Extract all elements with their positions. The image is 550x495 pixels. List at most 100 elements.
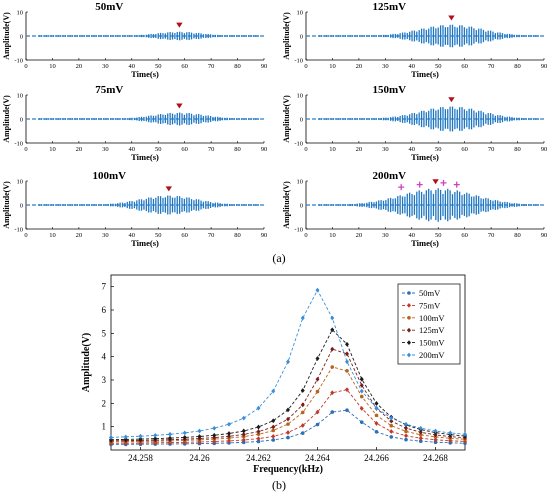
data-point xyxy=(418,435,423,441)
y-tick-label: -10 xyxy=(14,140,23,147)
data-point xyxy=(315,422,320,427)
data-point xyxy=(300,431,305,435)
data-point xyxy=(404,429,408,434)
data-point xyxy=(359,394,364,399)
data-point xyxy=(404,421,408,427)
data-point xyxy=(315,376,320,382)
y-tick-label: 0 xyxy=(300,116,303,123)
x-tick-label: 90 xyxy=(261,63,268,70)
y-axis-label: Amplitude(V) xyxy=(282,95,291,143)
data-point xyxy=(463,431,467,437)
x-tick-label: 10 xyxy=(329,146,336,153)
data-point xyxy=(241,428,246,434)
y-tick-label: -10 xyxy=(14,57,23,64)
x-tick-label: 60 xyxy=(461,63,468,70)
data-point xyxy=(330,315,335,321)
data-point xyxy=(300,388,305,393)
data-point xyxy=(300,402,305,408)
x-axis-label: Frequency(kHz) xyxy=(253,464,323,475)
y-tick-label: -10 xyxy=(294,57,303,64)
x-tick-label: 90 xyxy=(541,232,548,239)
data-point xyxy=(433,440,438,444)
x-axis-label: Time(s) xyxy=(131,238,159,248)
x-tick-label: 40 xyxy=(129,232,136,239)
x-tick-label: 90 xyxy=(261,232,268,239)
x-tick-label: 40 xyxy=(409,232,416,239)
data-point xyxy=(404,433,408,439)
data-point xyxy=(374,401,379,406)
y-axis-label: Amplitude(V) xyxy=(81,333,92,392)
data-point xyxy=(315,409,320,415)
data-point xyxy=(227,438,231,444)
x-tick-label: 30 xyxy=(382,232,389,239)
plot-title: 75mV xyxy=(95,84,123,96)
x-tick-label: 80 xyxy=(514,146,521,153)
x-tick-label: 24.258 xyxy=(128,453,153,463)
legend-label: 75mV xyxy=(419,300,441,310)
x-axis-label: Time(s) xyxy=(411,152,439,162)
legend-swatch-marker xyxy=(407,340,411,345)
x-tick-label: 24.262 xyxy=(246,453,271,463)
peak-marker-icon xyxy=(176,22,183,28)
data-point xyxy=(345,341,349,347)
data-point xyxy=(241,437,246,443)
x-tick-label: 0 xyxy=(304,63,307,70)
x-tick-label: 40 xyxy=(129,63,136,70)
data-point xyxy=(256,432,261,437)
data-point xyxy=(345,408,349,412)
y-tick-label: 10 xyxy=(17,178,24,185)
y-tick-label: 10 xyxy=(297,9,304,16)
data-point xyxy=(138,436,143,442)
data-point xyxy=(286,422,290,426)
y-axis-label: Amplitude(V) xyxy=(282,181,291,229)
series-line xyxy=(110,389,466,444)
x-tick-label: 10 xyxy=(49,146,56,153)
x-tick-label: 80 xyxy=(234,63,241,70)
data-point xyxy=(359,406,364,411)
data-point xyxy=(345,369,349,373)
data-point xyxy=(418,429,423,435)
data-point xyxy=(389,429,394,434)
data-point xyxy=(256,405,261,411)
legend-swatch-marker xyxy=(407,316,411,320)
y-tick-label: -10 xyxy=(14,226,23,233)
x-tick-label: 30 xyxy=(102,146,109,153)
data-point xyxy=(286,430,290,435)
legend-swatch-marker xyxy=(407,291,411,295)
series-200mv xyxy=(109,287,467,440)
x-tick-label: 20 xyxy=(356,232,363,239)
data-point xyxy=(300,423,305,428)
x-tick-label: 80 xyxy=(234,232,241,239)
x-tick-label: 0 xyxy=(24,232,27,239)
data-point xyxy=(123,437,128,442)
data-point xyxy=(168,435,172,441)
x-tick-label: 70 xyxy=(488,146,495,153)
x-tick-label: 10 xyxy=(49,63,56,70)
data-point xyxy=(374,405,379,411)
panel-b-frequency-response: 24.258 24.26 24.262 24.264 24.266 24.268 1 2 3 4 5… xyxy=(81,274,467,475)
data-point xyxy=(256,429,261,434)
data-point xyxy=(109,434,113,440)
plot-title: 125mV xyxy=(372,1,406,13)
data-point xyxy=(286,416,290,422)
x-tick-label: 40 xyxy=(129,146,136,153)
x-tick-label: 50 xyxy=(435,146,442,153)
x-axis-label: Time(s) xyxy=(131,152,159,162)
data-point xyxy=(241,415,246,421)
data-point xyxy=(418,439,423,444)
plot-title: 150mV xyxy=(372,84,406,96)
data-point xyxy=(286,407,290,413)
x-tick-label: 80 xyxy=(514,63,521,70)
data-point xyxy=(315,287,320,293)
plus-marker-icon xyxy=(416,181,423,188)
data-point xyxy=(374,413,379,418)
data-point xyxy=(300,410,305,415)
y-tick-label: 2 xyxy=(102,398,107,408)
legend-swatch-marker xyxy=(407,303,411,308)
data-point xyxy=(389,418,394,424)
plus-marker-icon xyxy=(453,181,460,188)
x-tick-label: 50 xyxy=(435,232,442,239)
